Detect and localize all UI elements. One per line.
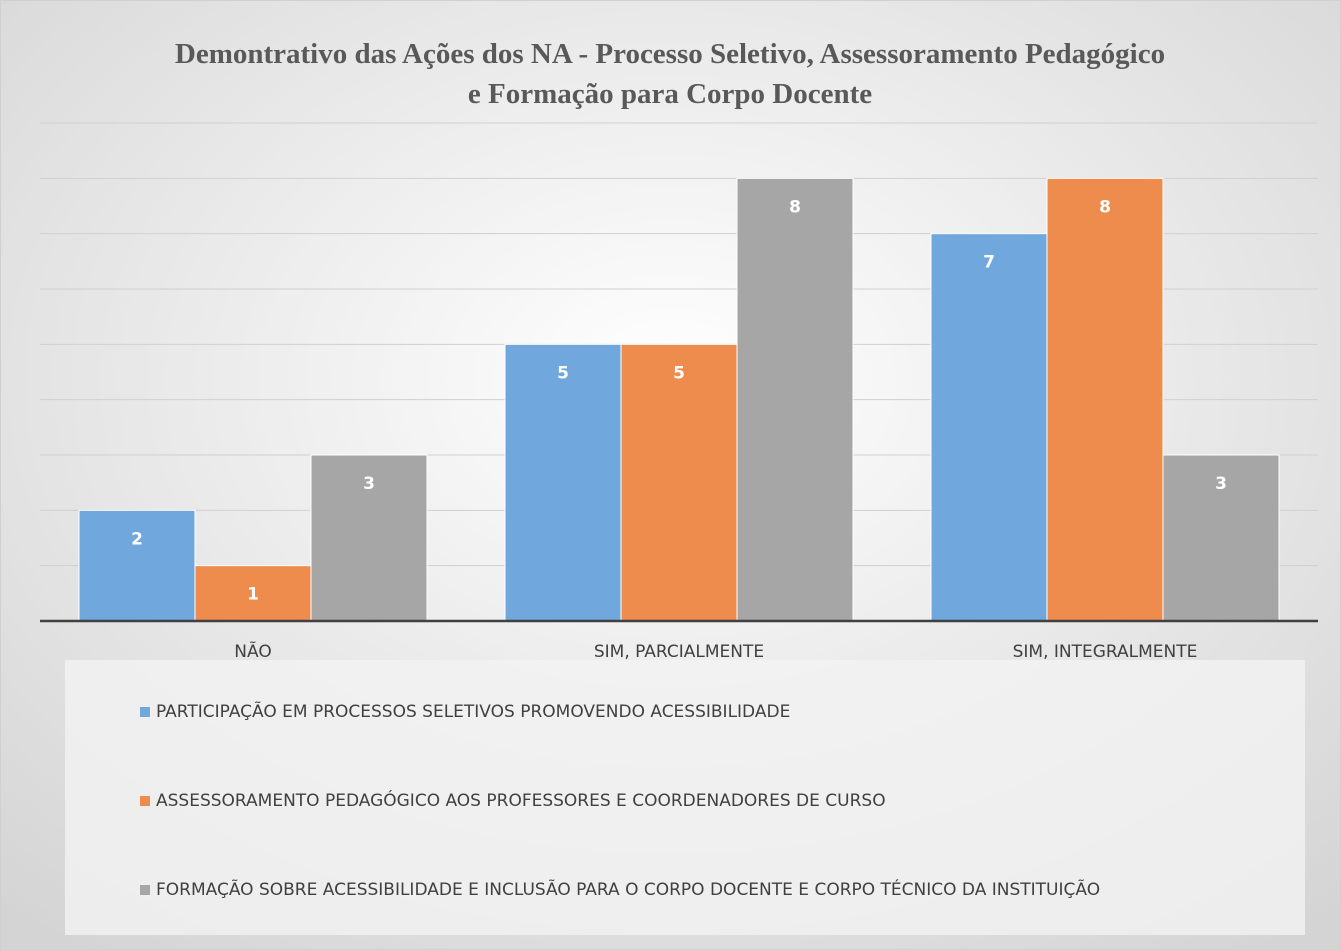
x-tick-label: SIM, PARCIALMENTE [594,642,764,662]
bar [736,177,854,622]
legend-box [65,660,1305,935]
bar [194,565,312,622]
data-label: 5 [673,363,685,383]
x-tick-label: SIM, INTEGRALMENTE [1013,642,1198,662]
data-label: 3 [1215,474,1227,494]
legend-swatch [140,707,150,717]
legend-swatch [140,796,150,806]
legend-label: PARTICIPAÇÃO EM PROCESSOS SELETIVOS PROM… [156,700,790,722]
bar [620,343,738,622]
data-label: 1 [247,585,259,605]
bar [504,343,622,622]
bar [930,233,1048,622]
data-label: 8 [789,197,801,217]
bar [78,509,196,622]
legend-swatch [140,885,150,895]
chart-title: Demontrativo das Ações dos NA - Processo… [174,38,1166,110]
data-label: 3 [363,474,375,494]
legend-label: FORMAÇÃO SOBRE ACESSIBILIDADE E INCLUSÃO… [156,878,1100,900]
data-label: 8 [1099,197,1111,217]
x-tick-label: NÃO [234,640,271,662]
bar [310,454,428,622]
bar [1046,177,1164,622]
data-label: 7 [983,253,995,273]
legend-label: ASSESSORAMENTO PEDAGÓGICO AOS PROFESSORE… [156,789,886,811]
data-label: 2 [131,529,143,549]
data-label: 5 [557,363,569,383]
